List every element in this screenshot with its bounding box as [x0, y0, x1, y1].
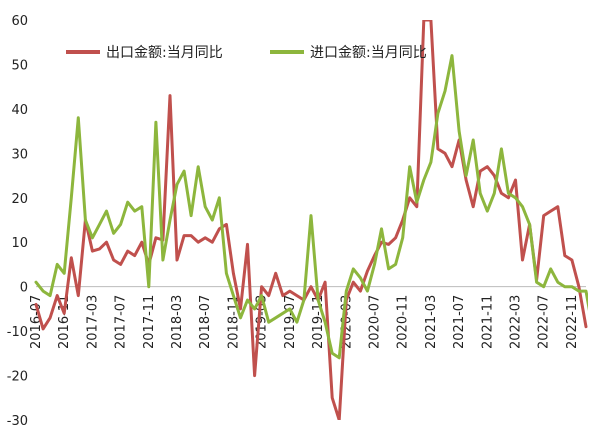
y-tick-label: 0	[20, 281, 28, 296]
x-tick-label: 2020-07	[367, 295, 382, 349]
x-tick-label: 2019-11	[311, 295, 326, 349]
x-tick-label: 2018-03	[170, 295, 185, 349]
y-tick-label: -20	[7, 370, 28, 385]
y-tick-label: -30	[7, 414, 28, 429]
x-tick-label: 2017-07	[114, 295, 129, 349]
legend: 出口金额:当月同比 进口金额:当月同比	[66, 45, 427, 61]
x-tick-label: 2018-07	[198, 295, 213, 349]
x-tick-label: 2022-07	[537, 295, 552, 349]
series-lines	[34, 20, 588, 420]
series-line-import	[34, 54, 588, 360]
x-tick-label: 2022-11	[565, 295, 580, 349]
x-tick-label: 2016-07	[29, 295, 44, 349]
x-tick-label: 2022-03	[508, 295, 523, 349]
x-tick-label: 2020-11	[396, 295, 411, 349]
legend-label: 出口金额:当月同比	[106, 45, 223, 61]
series-line-export	[34, 20, 588, 420]
y-tick-label: 20	[11, 192, 28, 207]
x-tick-label: 2021-11	[480, 295, 495, 349]
y-tick-label: 50	[11, 58, 28, 73]
y-tick-label: 40	[11, 103, 28, 118]
y-tick-label: -10	[7, 325, 28, 340]
x-tick-label: 2021-03	[424, 295, 439, 349]
y-tick-label: 30	[11, 147, 28, 162]
y-tick-label: 10	[11, 236, 28, 251]
x-tick-label: 2017-03	[85, 295, 100, 349]
legend-label: 进口金额:当月同比	[310, 45, 427, 61]
y-tick-label: 60	[11, 14, 28, 29]
x-tick-label: 2017-11	[142, 295, 157, 349]
y-axis-tick-labels: -30 -20 -10 0 10 20 30 40 50 60	[7, 14, 28, 429]
x-tick-label: 2021-07	[452, 295, 467, 349]
x-tick-label: 2019-07	[283, 295, 298, 349]
